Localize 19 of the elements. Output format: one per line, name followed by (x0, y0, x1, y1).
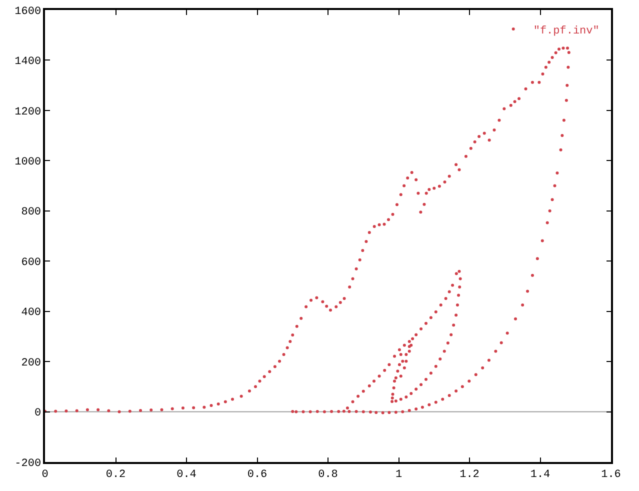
y-tick-label: 600 (21, 256, 42, 269)
x-tick-label: 0.4 (176, 468, 197, 481)
y-tick-label: 0 (34, 408, 42, 420)
y-tick-label: 800 (21, 206, 42, 219)
x-tick-label: 0.2 (106, 468, 126, 481)
y-tick-label: 400 (21, 307, 42, 320)
y-tick-label: 1400 (14, 56, 42, 68)
x-tick-label: 1.4 (530, 468, 551, 481)
y-tick-label: 200 (21, 357, 42, 370)
x-tick-label: 0.6 (247, 468, 268, 481)
x-tick-label: 1 (395, 468, 402, 481)
legend-label: "f.pf.inv" (533, 25, 600, 38)
y-tick-label: -200 (14, 458, 42, 470)
x-tick-label: 1.6 (601, 468, 621, 481)
y-tick-label: 1000 (14, 156, 42, 169)
y-tick-label: 1600 (14, 6, 42, 18)
y-tick-label: 1200 (14, 106, 42, 118)
x-tick-label: 1.2 (460, 468, 480, 481)
x-tick-label: 0.8 (318, 468, 338, 481)
